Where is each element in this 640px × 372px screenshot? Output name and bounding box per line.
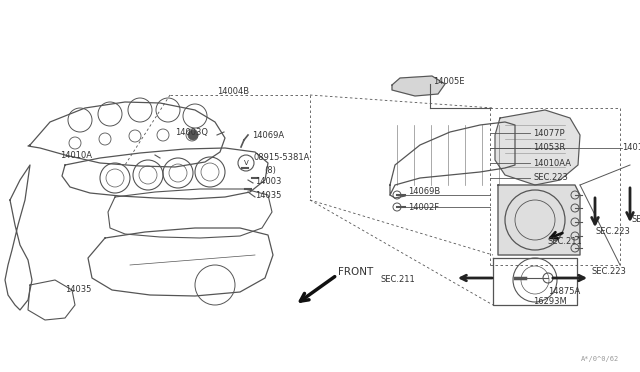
Text: 14013M: 14013M	[622, 144, 640, 153]
Polygon shape	[495, 110, 580, 185]
Text: 14875A: 14875A	[548, 286, 580, 295]
Text: A*/0^0/62: A*/0^0/62	[581, 356, 619, 362]
Text: FRONT: FRONT	[338, 267, 373, 277]
Polygon shape	[392, 76, 445, 96]
Text: 14077P: 14077P	[533, 128, 564, 138]
Text: (8): (8)	[264, 166, 276, 174]
Text: 14002F: 14002F	[408, 202, 439, 212]
Text: SEC.211: SEC.211	[548, 237, 583, 247]
Text: SEC.223: SEC.223	[592, 267, 627, 276]
Text: 14010AA: 14010AA	[533, 158, 571, 167]
Text: 14069B: 14069B	[408, 187, 440, 196]
Text: 14035: 14035	[65, 285, 92, 295]
Text: 14005E: 14005E	[433, 77, 465, 87]
Text: SEC.223: SEC.223	[533, 173, 568, 183]
Polygon shape	[498, 185, 580, 255]
Circle shape	[188, 130, 198, 140]
Text: SEC.223: SEC.223	[596, 228, 631, 237]
Text: 14003: 14003	[255, 177, 282, 186]
Text: 14035: 14035	[255, 190, 282, 199]
Text: 14004B: 14004B	[217, 87, 249, 96]
Text: 14010A: 14010A	[60, 151, 92, 160]
Text: 14003Q: 14003Q	[175, 128, 208, 138]
Text: 08915-5381A: 08915-5381A	[254, 154, 310, 163]
Text: V: V	[244, 160, 248, 166]
Text: SEC.211: SEC.211	[380, 275, 415, 283]
Text: SEC.223: SEC.223	[632, 215, 640, 224]
Text: 16293M: 16293M	[533, 298, 567, 307]
Text: 14053R: 14053R	[533, 144, 565, 153]
Text: 14069A: 14069A	[252, 131, 284, 141]
